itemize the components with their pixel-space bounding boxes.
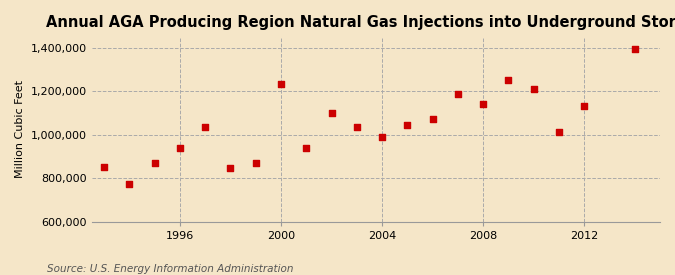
Point [578,104,589,109]
Point [326,111,337,115]
Point [402,123,412,127]
Point [452,92,463,97]
Text: Source: U.S. Energy Information Administration: Source: U.S. Energy Information Administ… [47,264,294,274]
Point [529,87,539,91]
Title: Annual AGA Producing Region Natural Gas Injections into Underground Storage: Annual AGA Producing Region Natural Gas … [46,15,675,30]
Point [275,81,286,86]
Point [629,46,640,51]
Point [427,117,438,122]
Point [149,161,160,165]
Point [99,165,109,169]
Point [200,125,211,129]
Point [175,145,186,150]
Point [124,182,135,186]
Point [554,130,564,135]
Point [377,135,387,139]
Point [301,145,312,150]
Point [250,161,261,165]
Point [478,102,489,106]
Point [225,166,236,170]
Point [352,125,362,129]
Y-axis label: Million Cubic Feet: Million Cubic Feet [15,80,25,178]
Point [503,78,514,82]
